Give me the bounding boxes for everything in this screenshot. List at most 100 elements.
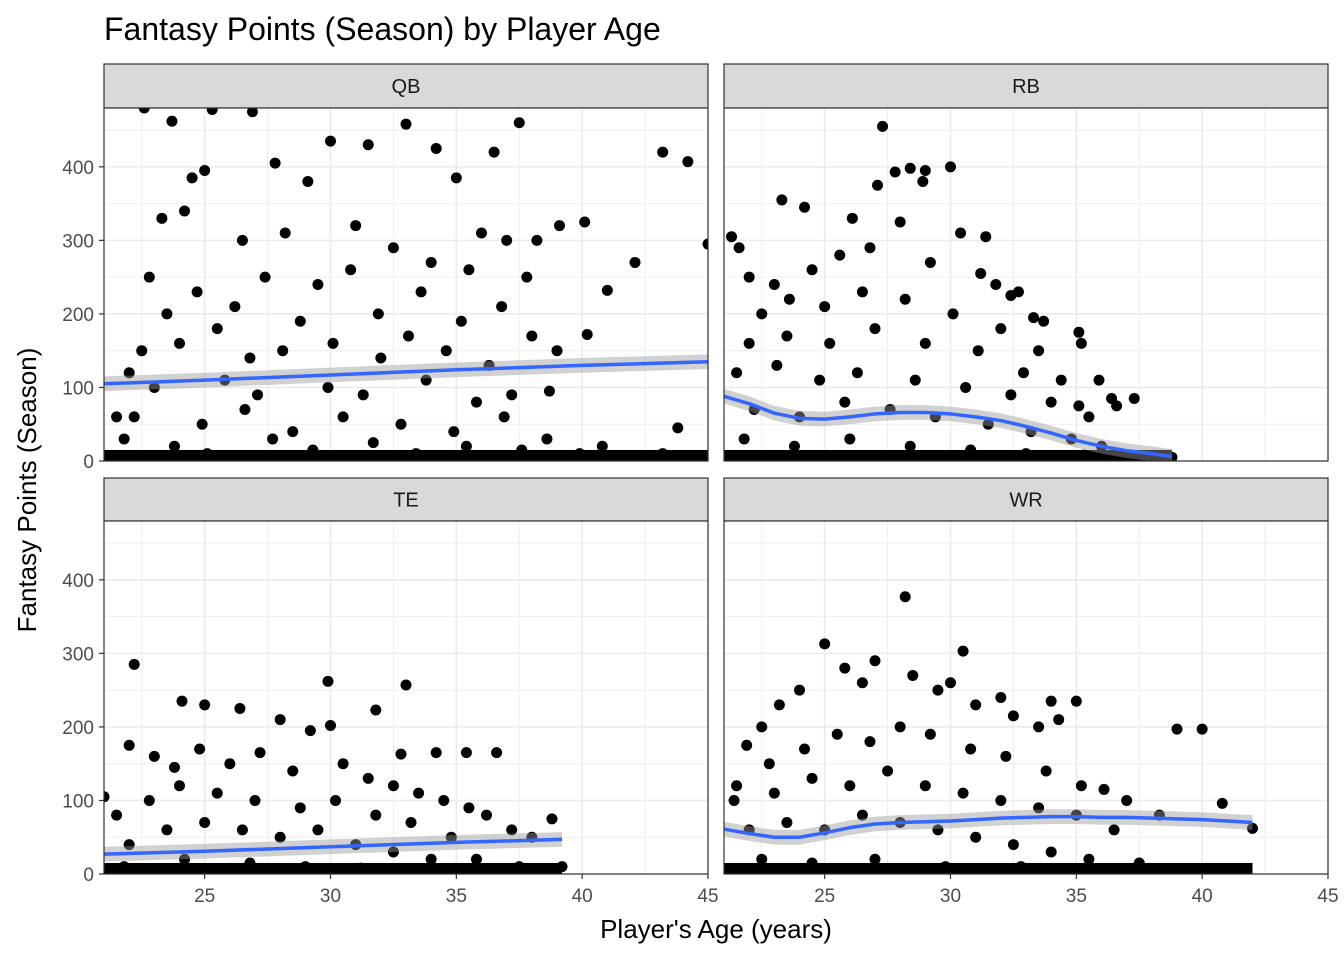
data-point (919, 780, 931, 792)
data-point (312, 279, 324, 290)
data-point (899, 293, 911, 305)
data-point (325, 135, 336, 147)
data-point (799, 743, 811, 755)
data-point (1098, 783, 1110, 795)
data-point (781, 330, 793, 342)
points-layer (104, 108, 708, 461)
data-point (299, 861, 311, 873)
data-point (138, 108, 150, 114)
data-point (1007, 710, 1019, 722)
points-layer (104, 658, 568, 874)
data-point (932, 684, 944, 696)
x-tick-label: 45 (697, 886, 718, 907)
data-point (738, 433, 750, 445)
data-point (387, 846, 399, 858)
data-point (244, 857, 256, 869)
y-tick-label: 200 (62, 718, 94, 739)
data-point (244, 352, 256, 364)
data-point (325, 719, 336, 731)
data-point (531, 234, 543, 246)
data-point (350, 220, 362, 232)
data-point (174, 337, 185, 349)
data-point (556, 861, 568, 873)
data-point (357, 389, 369, 401)
data-point (1075, 780, 1087, 792)
data-point (1007, 839, 1019, 851)
data-point (387, 780, 399, 792)
data-point (148, 750, 160, 762)
data-point (629, 256, 641, 268)
data-point (425, 853, 437, 865)
data-point (1073, 326, 1085, 338)
data-point (186, 172, 198, 184)
data-point (1028, 312, 1040, 324)
data-point (831, 728, 843, 740)
x-tick-label: 35 (446, 886, 467, 907)
data-point (372, 308, 384, 320)
data-point (128, 411, 140, 423)
data-point (783, 293, 795, 305)
x-tick-label: 40 (572, 886, 593, 907)
chart-title: Fantasy Points (Season) by Player Age (104, 11, 661, 47)
data-point (211, 787, 223, 799)
data-point (995, 692, 1007, 703)
data-point (111, 809, 123, 821)
data-point (546, 813, 558, 825)
data-point (856, 286, 868, 298)
data-point (506, 824, 518, 836)
panel-border (723, 107, 1329, 462)
x-tick-label: 40 (1192, 886, 1213, 907)
data-point (799, 201, 811, 213)
data-point (236, 234, 248, 246)
data-point (945, 161, 956, 173)
data-point (1017, 367, 1029, 379)
data-point (168, 761, 180, 773)
x-tick-label: 30 (940, 886, 961, 907)
facet-rb: RB (723, 63, 1329, 462)
facet-qb: QB 0 100 200 300 400 (62, 63, 709, 473)
data-point (234, 703, 246, 715)
data-point (224, 758, 236, 770)
data-point (1133, 857, 1145, 869)
data-point (267, 433, 279, 445)
data-point (851, 367, 863, 379)
trend-line (724, 814, 1253, 839)
data-point (771, 359, 783, 371)
data-point (839, 662, 851, 674)
data-point (869, 655, 881, 667)
data-point (543, 385, 555, 397)
data-point (400, 118, 412, 130)
data-point (781, 817, 793, 829)
data-point (731, 780, 743, 792)
trend-line (724, 394, 1173, 459)
data-point (1045, 396, 1057, 408)
y-tick-label: 100 (62, 378, 94, 399)
points-layer (724, 120, 1178, 461)
data-point (176, 695, 188, 707)
data-point (470, 396, 482, 408)
data-point (965, 444, 977, 456)
data-point (864, 736, 876, 748)
data-point (104, 791, 110, 803)
data-point (196, 418, 208, 430)
data-point (596, 440, 608, 452)
data-point (211, 323, 223, 335)
data-point (965, 743, 977, 755)
data-point (156, 212, 168, 224)
data-point (199, 165, 211, 177)
data-point (229, 301, 241, 313)
data-point (1108, 824, 1120, 836)
data-point (1093, 374, 1105, 386)
data-point (995, 794, 1007, 806)
data-point (773, 699, 785, 711)
data-point (307, 444, 319, 456)
data-point (1083, 853, 1095, 865)
data-point (1078, 449, 1090, 461)
data-point (672, 422, 684, 434)
data-point (513, 117, 525, 129)
facet-te: TE 0 100 200 300 400 25 30 35 40 45 (62, 477, 719, 907)
facet-strip (103, 477, 709, 522)
facet-strip (723, 63, 1329, 109)
data-point (179, 205, 191, 217)
